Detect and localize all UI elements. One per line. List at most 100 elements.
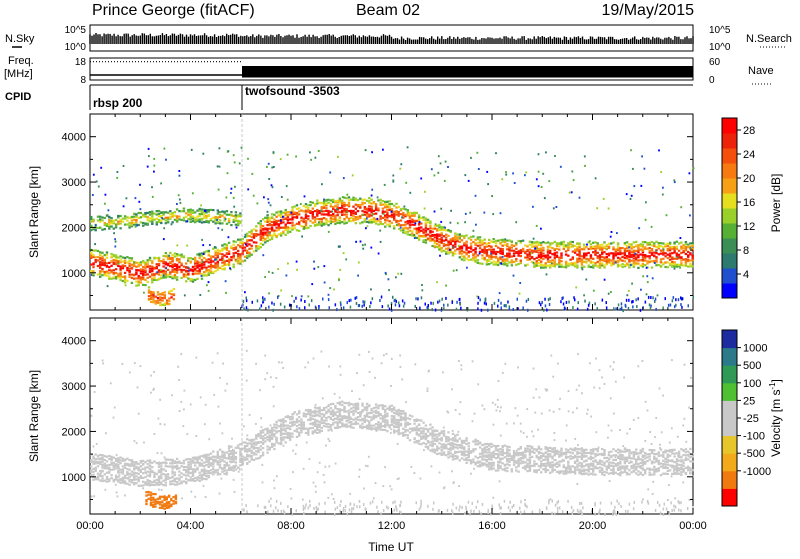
echo-cell bbox=[169, 210, 171, 212]
echo-cell bbox=[434, 245, 436, 247]
echo-cell bbox=[352, 199, 354, 201]
echo-cell bbox=[500, 212, 502, 214]
echo-cell bbox=[422, 430, 424, 432]
echo-cell bbox=[158, 462, 160, 464]
echo-cell bbox=[178, 467, 180, 469]
echo-cell bbox=[441, 241, 443, 243]
echo-cell bbox=[117, 260, 119, 262]
echo-cell bbox=[596, 207, 598, 209]
echo-cell bbox=[407, 231, 409, 233]
echo-cell bbox=[459, 251, 461, 253]
echo-cell bbox=[217, 261, 219, 263]
echo-cell bbox=[438, 155, 440, 157]
echo-cell bbox=[192, 471, 194, 473]
echo-cell bbox=[466, 267, 468, 269]
echo-cell bbox=[515, 452, 517, 454]
echo-cell bbox=[203, 478, 205, 480]
echo-cell bbox=[612, 246, 614, 248]
echo-cell bbox=[341, 221, 343, 223]
echo-cell bbox=[585, 246, 587, 248]
echo-cell bbox=[332, 411, 334, 413]
echo-cell bbox=[291, 206, 293, 208]
echo-cell bbox=[268, 292, 270, 294]
echo-cell bbox=[162, 270, 164, 272]
echo-cell bbox=[384, 201, 386, 203]
echo-cell bbox=[167, 478, 169, 480]
echo-cell bbox=[673, 261, 675, 263]
echo-cell bbox=[235, 456, 237, 458]
echo-cell bbox=[402, 417, 404, 419]
echo-cell bbox=[508, 261, 510, 263]
echo-cell bbox=[649, 255, 651, 257]
echo-cell bbox=[339, 412, 341, 414]
echo-cell bbox=[418, 218, 420, 220]
echo-cell bbox=[237, 262, 239, 264]
echo-cell bbox=[517, 452, 519, 454]
echo-cell bbox=[185, 474, 187, 476]
echo-cell bbox=[365, 227, 367, 229]
echo-cell bbox=[183, 269, 185, 271]
echo-cell bbox=[469, 212, 471, 214]
echo-cell bbox=[312, 427, 314, 429]
echo-cell bbox=[212, 463, 214, 465]
echo-cell bbox=[499, 451, 501, 453]
echo-cell bbox=[264, 440, 266, 442]
echo-cell bbox=[439, 255, 441, 257]
echo-cell bbox=[95, 261, 97, 263]
echo-cell bbox=[321, 413, 323, 415]
echo-cell bbox=[126, 197, 128, 199]
echo-cell bbox=[332, 213, 334, 215]
echo-cell bbox=[590, 246, 592, 248]
echo-cell bbox=[415, 297, 417, 300]
echo-cell bbox=[253, 241, 255, 243]
echo-cell bbox=[433, 302, 435, 305]
echo-cell bbox=[135, 271, 137, 273]
echo-cell bbox=[481, 242, 483, 244]
echo-cell bbox=[217, 227, 219, 229]
echo-cell bbox=[138, 463, 140, 465]
echo-cell bbox=[567, 246, 569, 248]
echo-cell bbox=[404, 214, 406, 216]
echo-cell bbox=[599, 265, 601, 267]
echo-cell bbox=[212, 450, 214, 452]
echo-cell bbox=[166, 302, 168, 304]
echo-cell bbox=[477, 440, 479, 442]
echo-cell bbox=[420, 217, 422, 219]
echo-cell bbox=[601, 256, 603, 258]
nsky-panel: N.Sky 10^5 10^0 10^5 10^0 N.Search bbox=[5, 25, 792, 53]
echo-cell bbox=[124, 475, 126, 477]
echo-cell bbox=[436, 228, 438, 230]
echo-cell bbox=[113, 464, 115, 466]
echo-cell bbox=[176, 215, 178, 217]
echo-cell bbox=[583, 256, 585, 258]
echo-cell bbox=[617, 260, 619, 262]
echo-cell bbox=[463, 440, 465, 442]
echo-cell bbox=[624, 252, 626, 254]
echo-cell bbox=[372, 213, 374, 215]
echo-cell bbox=[505, 304, 507, 307]
echo-cell bbox=[540, 264, 542, 266]
echo-cell bbox=[608, 258, 610, 260]
echo-cell bbox=[278, 220, 280, 222]
echo-cell bbox=[160, 260, 162, 262]
echo-cell bbox=[316, 420, 318, 422]
echo-cell bbox=[436, 436, 438, 438]
echo-cell bbox=[409, 439, 411, 441]
echo-cell bbox=[246, 438, 248, 440]
echo-cell bbox=[601, 250, 603, 252]
echo-cell bbox=[367, 225, 369, 227]
echo-cell bbox=[368, 220, 370, 222]
echo-cell bbox=[475, 195, 477, 197]
echo-cell bbox=[169, 459, 171, 461]
echo-cell bbox=[454, 243, 456, 245]
echo-cell bbox=[187, 278, 189, 280]
echo-cell bbox=[253, 233, 255, 235]
echo-cell bbox=[608, 293, 610, 295]
echo-cell bbox=[327, 429, 329, 431]
echo-cell bbox=[569, 243, 571, 245]
echo-cell bbox=[117, 464, 119, 466]
echo-cell bbox=[655, 250, 657, 252]
echo-cell bbox=[413, 234, 415, 236]
echo-cell bbox=[506, 245, 508, 247]
echo-cell bbox=[504, 445, 506, 447]
